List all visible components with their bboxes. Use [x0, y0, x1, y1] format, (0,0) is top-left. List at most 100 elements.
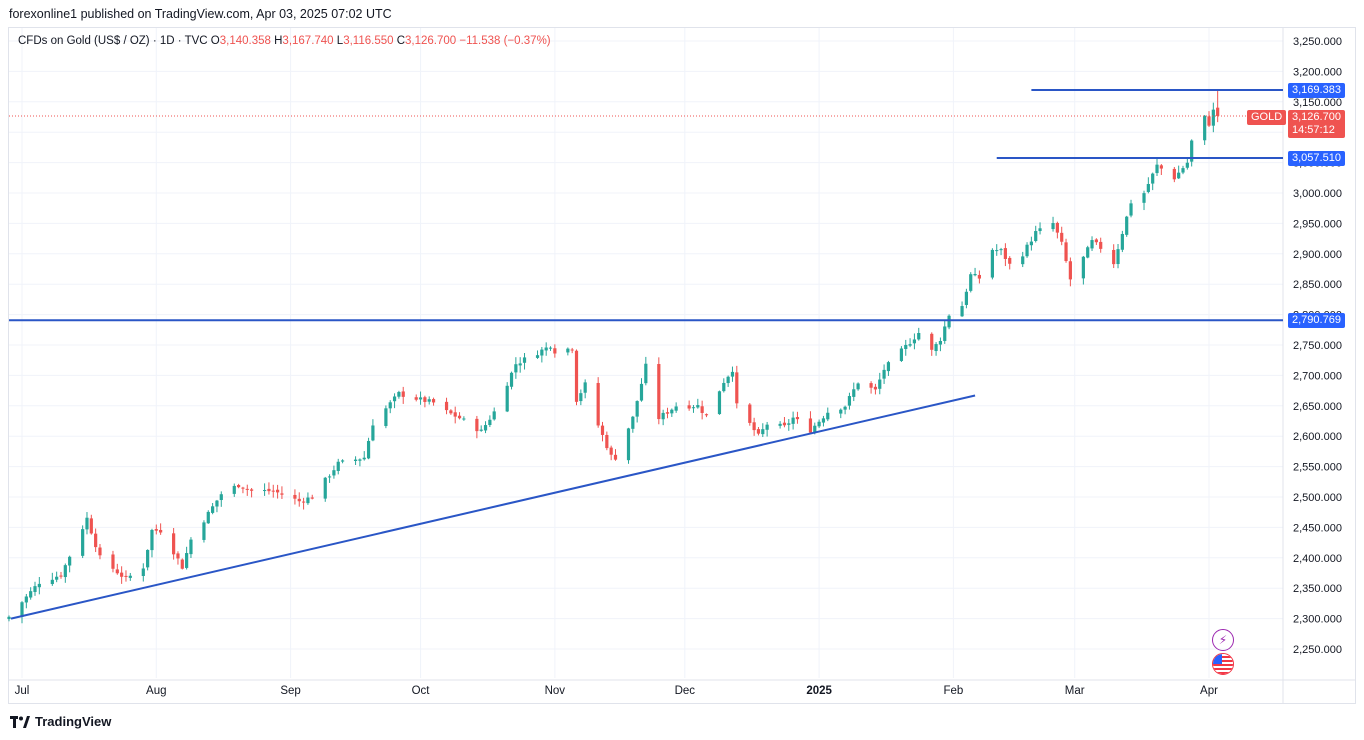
- x-tick-label: Apr: [1200, 685, 1218, 697]
- candle-up: [492, 411, 496, 420]
- lightning-icon[interactable]: ⚡: [1212, 629, 1234, 651]
- support-trendline: [10, 394, 976, 620]
- y-tick-label: 2,600.000: [1293, 431, 1342, 443]
- candle-up: [826, 412, 830, 420]
- candle-up: [1025, 244, 1029, 257]
- candle-up: [392, 396, 397, 402]
- tradingview-brand[interactable]: TradingView: [10, 714, 111, 729]
- candle-up: [1146, 184, 1150, 192]
- candle-up: [626, 428, 631, 461]
- candle-down: [605, 434, 609, 449]
- candle-down: [808, 418, 813, 433]
- candle-down: [553, 348, 557, 354]
- candle-up: [1051, 223, 1055, 230]
- candle-down: [687, 405, 691, 409]
- open-label: O: [210, 35, 220, 47]
- candle-up: [24, 596, 28, 603]
- candle-up: [566, 348, 570, 353]
- y-tick-label: 2,300.000: [1293, 614, 1342, 626]
- candle-down: [267, 488, 271, 492]
- candle-up: [852, 389, 856, 397]
- symbol-tag: GOLD: [1247, 110, 1287, 125]
- candle-up: [479, 429, 483, 431]
- candle-up: [232, 485, 236, 494]
- candle-up: [635, 401, 639, 417]
- candle-down: [795, 417, 800, 420]
- candle-up: [631, 416, 635, 429]
- close-label: C: [396, 35, 406, 47]
- candle-up: [146, 549, 150, 568]
- candle-up: [761, 429, 765, 435]
- candle-down: [700, 406, 704, 413]
- y-tick-label: 2,750.000: [1293, 340, 1342, 352]
- candle-up: [904, 344, 908, 350]
- candle-down: [1064, 242, 1068, 262]
- ohlc-legend: CFDs on Gold (US$ / OZ) · 1D · TVC O3,14…: [18, 35, 551, 47]
- candle-up: [483, 425, 488, 431]
- candle-up: [691, 407, 696, 409]
- candle-up: [1203, 115, 1207, 141]
- candle-up: [20, 602, 24, 617]
- candle-down: [665, 412, 670, 414]
- candle-up: [150, 529, 154, 551]
- x-tick-label: Sep: [280, 685, 300, 697]
- candle-down: [293, 494, 297, 499]
- candle-down: [1207, 116, 1211, 126]
- candle-down: [1060, 232, 1064, 242]
- candle-down: [613, 454, 618, 460]
- publisher-line: forexonline1 published on TradingView.co…: [9, 7, 392, 21]
- candle-up: [427, 399, 431, 402]
- resistance-top-badge: 3,169.383: [1288, 83, 1345, 98]
- candle-up: [969, 274, 973, 291]
- candle-up: [353, 459, 358, 461]
- candle-up: [55, 576, 59, 580]
- candle-up: [384, 408, 388, 427]
- candle-down: [752, 422, 756, 431]
- candle-up: [336, 461, 340, 471]
- candle-up: [1116, 249, 1120, 265]
- candle-down: [271, 490, 275, 492]
- candle-up: [340, 460, 345, 462]
- candle-down: [98, 547, 102, 556]
- candle-up: [1190, 140, 1194, 162]
- candle-up: [579, 393, 583, 402]
- candle-down: [596, 382, 600, 426]
- candle-up: [960, 306, 964, 317]
- candle-up: [211, 506, 215, 513]
- candle-down: [977, 274, 981, 279]
- candle-up: [717, 391, 722, 415]
- candle-down: [297, 498, 301, 502]
- y-tick-label: 2,400.000: [1293, 553, 1342, 565]
- y-tick-label: 3,150.000: [1293, 97, 1342, 109]
- candle-up: [787, 423, 791, 425]
- candle-up: [817, 421, 821, 427]
- low-label: L: [336, 35, 344, 47]
- candle-down: [1055, 222, 1059, 233]
- candle-up: [856, 383, 860, 390]
- candle-up: [1211, 109, 1215, 126]
- candle-down: [1008, 257, 1012, 264]
- y-tick-label: 2,500.000: [1293, 492, 1342, 504]
- candle-up: [1029, 241, 1033, 246]
- candle-up: [1142, 193, 1146, 203]
- y-tick-label: 2,650.000: [1293, 401, 1342, 413]
- candle-up: [938, 340, 943, 345]
- resistance-mid-badge: 3,057.510: [1288, 151, 1345, 166]
- candle-up: [1151, 173, 1155, 184]
- candle-up: [1081, 256, 1085, 279]
- candle-up: [730, 371, 735, 377]
- candle-down: [241, 487, 245, 489]
- candle-up: [882, 369, 886, 379]
- candle-up: [7, 616, 11, 620]
- us-flag-icon[interactable]: [1212, 653, 1234, 675]
- y-tick-label: 3,250.000: [1293, 36, 1342, 48]
- x-tick-label: 2025: [806, 685, 832, 697]
- candle-down: [120, 572, 124, 577]
- candle-up: [1155, 164, 1159, 174]
- x-tick-label: Feb: [943, 685, 963, 697]
- candle-up: [189, 539, 193, 555]
- candle-down: [401, 391, 405, 397]
- candle-down: [570, 349, 574, 351]
- candle-up: [990, 249, 994, 278]
